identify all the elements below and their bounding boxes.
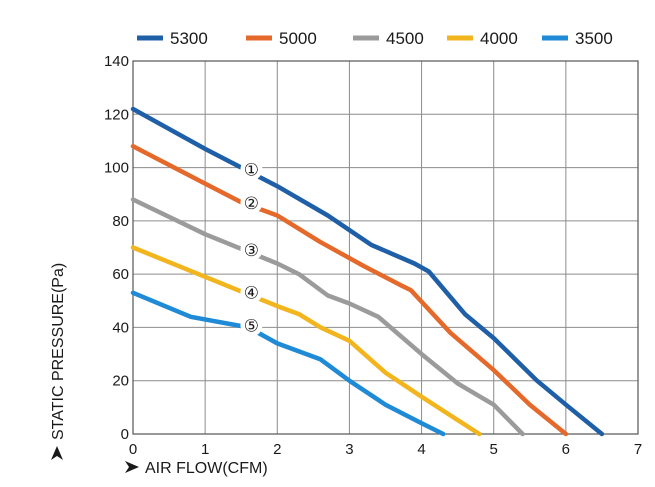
- y-tick-label: 60: [112, 266, 129, 283]
- legend-label: 3500: [575, 29, 613, 48]
- marker-backdrop: [240, 191, 263, 214]
- curve-marker-3: ③: [240, 238, 263, 261]
- legend-item-5000: 5000: [246, 29, 317, 48]
- x-tick-label: 4: [417, 441, 425, 458]
- y-tick-label: 40: [112, 319, 129, 336]
- legend: 5300 5000 4500 4000 3500: [137, 29, 613, 48]
- x-axis-title-group: AIR FLOW(CFM): [125, 460, 268, 477]
- marker-label: ④: [244, 283, 259, 302]
- x-tick-label: 1: [201, 441, 209, 458]
- curve-marker-2: ②: [240, 191, 263, 214]
- x-tick-label: 0: [129, 441, 137, 458]
- x-axis-title: AIR FLOW(CFM): [145, 460, 268, 477]
- curve-marker-5: ⑤: [240, 314, 263, 337]
- marker-backdrop: [240, 158, 263, 181]
- y-axis-arrow-icon: [51, 446, 63, 460]
- marker-label: ②: [244, 194, 259, 213]
- curve-marker-4: ④: [240, 281, 263, 304]
- y-axis-title: STATIC PRESSURE(Pa): [50, 263, 67, 440]
- marker-backdrop: [240, 281, 263, 304]
- x-tick-label: 6: [562, 441, 570, 458]
- legend-item-4500: 4500: [353, 29, 424, 48]
- series-line-5000: [130, 144, 569, 437]
- marker-label: ⑤: [244, 316, 259, 335]
- series-line-3500: [130, 290, 446, 437]
- legend-label: 4500: [386, 29, 424, 48]
- legend-label: 4000: [480, 29, 518, 48]
- x-tick-label: 7: [634, 441, 642, 458]
- marker-label: ①: [244, 160, 259, 179]
- legend-label: 5000: [279, 29, 317, 48]
- marker-backdrop: [240, 238, 263, 261]
- curve-marker-1: ①: [240, 158, 263, 181]
- y-tick-label: 20: [112, 373, 129, 390]
- marker-backdrop: [240, 314, 263, 337]
- curve-markers: ① ② ③ ④ ⑤: [240, 158, 263, 337]
- gridlines: [132, 60, 639, 435]
- x-tick-label: 5: [490, 441, 498, 458]
- x-tick-label: 2: [273, 441, 281, 458]
- marker-label: ③: [244, 241, 259, 260]
- x-tick-label: 3: [345, 441, 353, 458]
- y-tick-label: 100: [104, 160, 129, 177]
- legend-item-5300: 5300: [137, 29, 208, 48]
- legend-item-4000: 4000: [447, 29, 518, 48]
- y-tick-label: 0: [121, 426, 129, 443]
- legend-item-3500: 3500: [542, 29, 613, 48]
- tick-labels: 0 1 2 3 4 5 6 7 0 20 40 60 80 100 120 140: [104, 53, 642, 458]
- y-tick-label: 120: [104, 106, 129, 123]
- series-line-5300: [130, 106, 605, 437]
- legend-label: 5300: [170, 29, 208, 48]
- y-axis-title-group: STATIC PRESSURE(Pa): [50, 263, 67, 460]
- y-tick-label: 140: [104, 53, 129, 70]
- x-axis-arrow-icon: [125, 461, 139, 473]
- y-tick-label: 80: [112, 213, 129, 230]
